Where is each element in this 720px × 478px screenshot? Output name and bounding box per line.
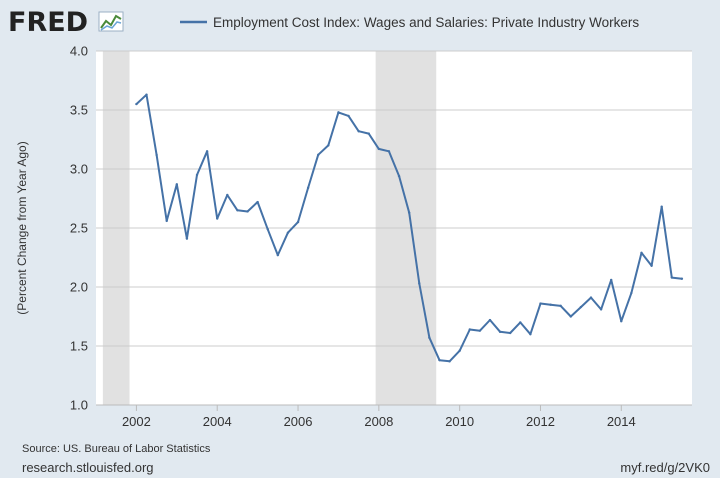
x-axis: 2002 2004 2006 2008 2010 2012 2014 — [96, 404, 692, 429]
data-point[interactable] — [165, 219, 168, 223]
y-axis: 1.0 1.5 2.0 2.5 3.0 3.5 4.0 — [70, 44, 88, 413]
logo-text: FRED — [8, 7, 88, 38]
data-point[interactable] — [620, 320, 623, 323]
data-point[interactable] — [296, 220, 300, 224]
source-note: Source: US. Bureau of Labor Statistics — [22, 443, 211, 455]
data-point[interactable] — [670, 276, 673, 279]
data-point[interactable] — [640, 251, 643, 254]
data-point[interactable] — [407, 211, 411, 214]
data-point[interactable] — [609, 278, 613, 282]
y-tick-label: 3.0 — [70, 162, 88, 177]
data-point[interactable] — [205, 150, 209, 153]
legend: Employment Cost Index: Wages and Salarie… — [180, 15, 639, 30]
data-point[interactable] — [266, 227, 269, 231]
x-tick-label: 2010 — [445, 414, 474, 429]
data-point[interactable] — [508, 331, 512, 335]
y-tick-label: 1.0 — [70, 398, 88, 413]
y-tick-label: 4.0 — [70, 44, 88, 59]
data-point[interactable] — [448, 360, 451, 363]
data-point[interactable] — [226, 193, 229, 197]
data-point[interactable] — [337, 111, 340, 114]
x-tick-label: 2004 — [203, 414, 232, 429]
data-point[interactable] — [246, 210, 249, 213]
data-point[interactable] — [155, 153, 158, 157]
data-point[interactable] — [458, 349, 461, 352]
data-point[interactable] — [236, 209, 239, 212]
data-point[interactable] — [438, 358, 441, 362]
x-tick-label: 2012 — [526, 414, 555, 429]
data-point[interactable] — [306, 186, 310, 190]
y-tick-label: 2.5 — [70, 221, 88, 236]
data-point[interactable] — [347, 114, 350, 118]
data-point[interactable] — [650, 264, 653, 267]
data-point[interactable] — [660, 205, 663, 208]
x-tick-label: 2014 — [607, 414, 636, 429]
data-point[interactable] — [549, 303, 552, 306]
legend-label: Employment Cost Index: Wages and Salarie… — [213, 15, 639, 30]
data-point[interactable] — [135, 102, 138, 106]
data-point[interactable] — [498, 330, 502, 334]
y-tick-label: 3.5 — [70, 103, 88, 118]
data-point[interactable] — [579, 305, 583, 309]
y-axis-label: (Percent Change from Year Ago) — [15, 141, 29, 314]
site-link[interactable]: research.stlouisfed.org — [22, 460, 154, 475]
data-point[interactable] — [276, 253, 280, 257]
data-point[interactable] — [175, 183, 179, 186]
data-point[interactable] — [256, 200, 259, 204]
y-tick-label: 1.5 — [70, 339, 88, 354]
series-layer — [135, 93, 684, 363]
data-point[interactable] — [185, 237, 189, 240]
data-point[interactable] — [286, 231, 290, 234]
data-point[interactable] — [539, 302, 542, 305]
data-point[interactable] — [195, 173, 199, 177]
x-tick-label: 2006 — [284, 414, 313, 429]
data-point[interactable] — [478, 329, 482, 332]
data-point[interactable] — [327, 144, 330, 147]
fred-logo[interactable]: FRED — [8, 7, 124, 38]
data-point[interactable] — [317, 153, 320, 157]
data-point[interactable] — [488, 318, 492, 322]
data-point[interactable] — [519, 321, 522, 324]
data-point[interactable] — [680, 277, 684, 280]
data-point[interactable] — [357, 130, 360, 133]
data-point[interactable] — [428, 336, 431, 339]
data-point[interactable] — [377, 147, 381, 151]
data-point[interactable] — [216, 217, 219, 220]
data-point[interactable] — [145, 93, 148, 96]
data-point[interactable] — [559, 304, 562, 308]
data-point[interactable] — [468, 328, 471, 331]
short-url-link[interactable]: myf.red/g/2VK0 — [620, 460, 710, 475]
data-point[interactable] — [387, 150, 391, 153]
data-point[interactable] — [630, 291, 633, 295]
x-tick-label: 2008 — [364, 414, 393, 429]
data-point[interactable] — [529, 333, 532, 336]
data-point[interactable] — [397, 174, 401, 178]
trend-line-icon — [98, 11, 124, 32]
data-point[interactable] — [589, 296, 593, 299]
x-tick-label: 2002 — [122, 414, 151, 429]
data-point[interactable] — [418, 282, 421, 285]
data-point[interactable] — [599, 308, 603, 311]
y-tick-label: 2.0 — [70, 280, 88, 295]
data-point[interactable] — [569, 315, 572, 318]
data-point[interactable] — [367, 132, 370, 135]
